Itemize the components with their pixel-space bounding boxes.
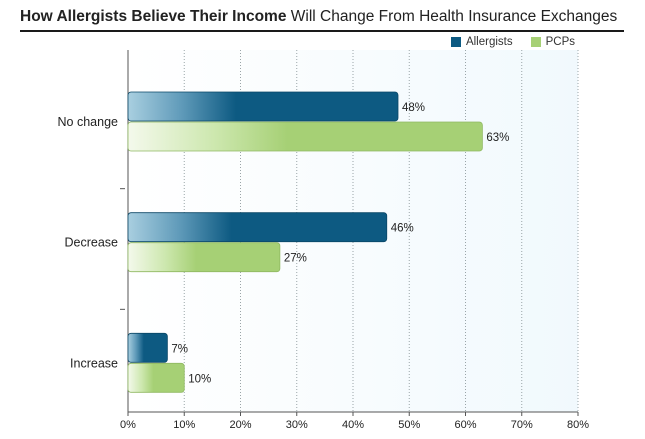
value-label: 63% [486, 132, 509, 144]
legend-label-pcps: PCPs [545, 36, 575, 48]
value-label: 7% [171, 343, 188, 355]
x-tick-label: 70% [511, 419, 533, 431]
value-label: 10% [188, 373, 211, 385]
category-label: Increase [70, 356, 118, 370]
chart-title-rest: Will Change From Health Insurance Exchan… [290, 8, 618, 25]
x-tick-label: 40% [342, 419, 364, 431]
bar-allergists [127, 212, 388, 243]
legend-label-allergists: Allergists [465, 36, 513, 48]
category-label: No change [58, 115, 119, 129]
legend-item-allergists: Allergists [450, 36, 513, 48]
legend-swatch-allergists [450, 37, 461, 47]
x-tick-label: 10% [173, 419, 195, 431]
value-label: 46% [391, 223, 414, 235]
category-label: Decrease [65, 236, 119, 250]
title-underline [20, 30, 624, 32]
x-tick-label: 20% [229, 419, 251, 431]
legend-item-pcps: PCPs [530, 36, 575, 48]
chart-title-bold: How Allergists Believe Their Income [20, 8, 287, 25]
value-label: 27% [284, 253, 307, 265]
bar-allergists [127, 91, 399, 122]
chart-title: How Allergists Believe Their Income Will… [20, 8, 617, 26]
bar-pcps [127, 121, 483, 152]
bar-allergists [127, 332, 168, 363]
x-tick-label: 0% [120, 419, 136, 431]
value-label: 48% [402, 102, 425, 114]
bar-pcps [127, 362, 185, 393]
x-tick-label: 80% [567, 419, 589, 431]
x-tick-label: 60% [454, 419, 476, 431]
bar-pcps [127, 242, 281, 273]
x-tick-label: 50% [398, 419, 420, 431]
legend-swatch-pcps [530, 37, 541, 47]
legend: Allergists PCPs [433, 36, 575, 48]
x-tick-label: 30% [286, 419, 308, 431]
